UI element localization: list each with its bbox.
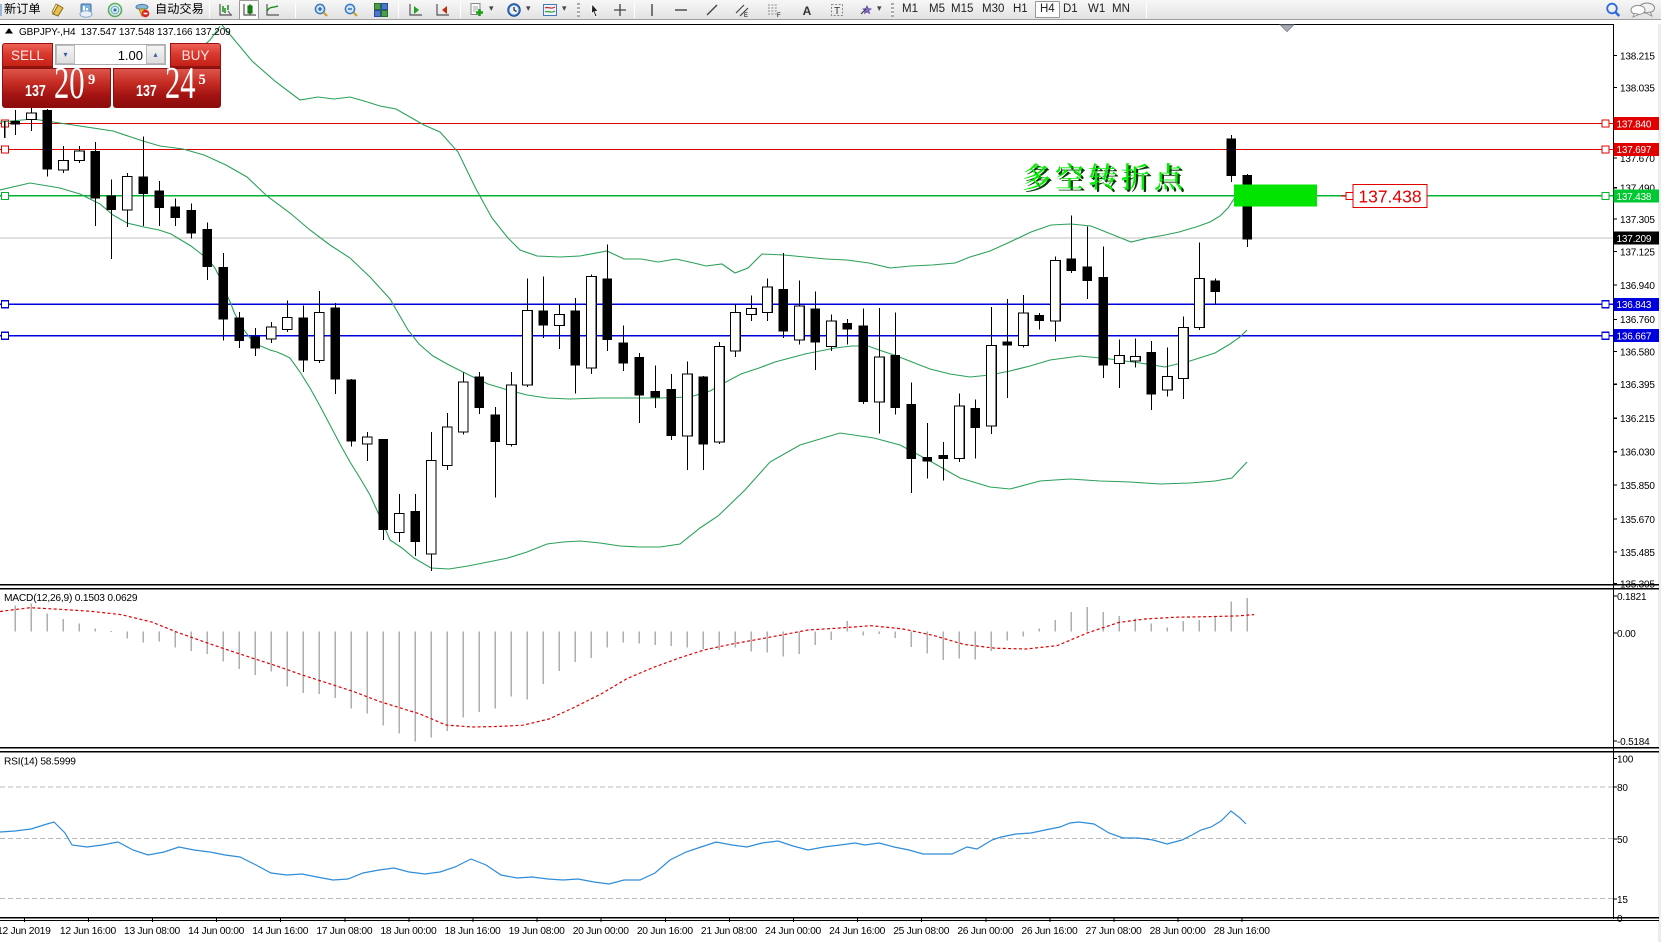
svg-text:136.667: 136.667 bbox=[1617, 332, 1652, 343]
svg-text:13 Jun 08:00: 13 Jun 08:00 bbox=[124, 926, 181, 937]
svg-text:25 Jun 08:00: 25 Jun 08:00 bbox=[893, 926, 950, 937]
svg-text:15: 15 bbox=[1617, 895, 1628, 906]
svg-text:14 Jun 00:00: 14 Jun 00:00 bbox=[188, 926, 245, 937]
svg-text:50: 50 bbox=[1617, 835, 1628, 846]
svg-text:-0.5184: -0.5184 bbox=[1617, 737, 1650, 748]
svg-text:14 Jun 16:00: 14 Jun 16:00 bbox=[252, 926, 309, 937]
svg-text:17 Jun 08:00: 17 Jun 08:00 bbox=[316, 926, 373, 937]
svg-text:137.697: 137.697 bbox=[1617, 145, 1652, 156]
svg-text:0: 0 bbox=[1617, 914, 1623, 925]
svg-text:137.209: 137.209 bbox=[1617, 234, 1652, 245]
svg-text:138.035: 138.035 bbox=[1620, 83, 1655, 94]
svg-text:136.760: 136.760 bbox=[1620, 315, 1655, 326]
svg-text:136.215: 136.215 bbox=[1620, 414, 1655, 425]
svg-text:136.940: 136.940 bbox=[1620, 281, 1655, 292]
svg-text:137.305: 137.305 bbox=[1620, 215, 1655, 226]
svg-text:21 Jun 08:00: 21 Jun 08:00 bbox=[701, 926, 758, 937]
svg-text:RSI(14) 58.5999: RSI(14) 58.5999 bbox=[4, 757, 76, 768]
svg-text:137.670: 137.670 bbox=[1620, 154, 1655, 165]
svg-text:137.490: 137.490 bbox=[1620, 184, 1655, 195]
svg-text:20 Jun 16:00: 20 Jun 16:00 bbox=[637, 926, 694, 937]
svg-text:E: E bbox=[744, 13, 748, 18]
svg-text:12 Jun 16:00: 12 Jun 16:00 bbox=[60, 926, 117, 937]
svg-text:137.840: 137.840 bbox=[1617, 119, 1652, 130]
svg-text:18 Jun 16:00: 18 Jun 16:00 bbox=[445, 926, 502, 937]
svg-text:18 Jun 00:00: 18 Jun 00:00 bbox=[380, 926, 437, 937]
svg-text:24 Jun 00:00: 24 Jun 00:00 bbox=[765, 926, 822, 937]
svg-text:20 Jun 00:00: 20 Jun 00:00 bbox=[573, 926, 630, 937]
svg-text:136.395: 136.395 bbox=[1620, 380, 1655, 391]
svg-text:24 Jun 16:00: 24 Jun 16:00 bbox=[829, 926, 886, 937]
svg-text:0.00: 0.00 bbox=[1617, 629, 1636, 640]
svg-text:26 Jun 00:00: 26 Jun 00:00 bbox=[957, 926, 1014, 937]
svg-text:GBPJPY-,H4 137.547 137.548 13: GBPJPY-,H4 137.547 137.548 137.166 137.2… bbox=[19, 27, 231, 38]
svg-text:F: F bbox=[777, 13, 781, 18]
svg-text:100: 100 bbox=[1617, 754, 1634, 765]
svg-text:135.670: 135.670 bbox=[1620, 515, 1655, 526]
svg-text:137.125: 137.125 bbox=[1620, 247, 1655, 258]
svg-text:136.030: 136.030 bbox=[1620, 448, 1655, 459]
svg-text:137.438: 137.438 bbox=[1358, 187, 1421, 207]
svg-text:MACD(12,26,9) 0.1503 0.0629: MACD(12,26,9) 0.1503 0.0629 bbox=[4, 593, 138, 604]
svg-text:26 Jun 16:00: 26 Jun 16:00 bbox=[1021, 926, 1078, 937]
svg-text:138.215: 138.215 bbox=[1620, 51, 1655, 62]
svg-text:135.485: 135.485 bbox=[1620, 548, 1655, 559]
svg-text:19 Jun 08:00: 19 Jun 08:00 bbox=[509, 926, 566, 937]
svg-text:136.843: 136.843 bbox=[1617, 300, 1652, 311]
svg-text:135.850: 135.850 bbox=[1620, 481, 1655, 492]
svg-text:136.580: 136.580 bbox=[1620, 347, 1655, 358]
svg-text:80: 80 bbox=[1617, 783, 1628, 794]
svg-text:0.1821: 0.1821 bbox=[1617, 592, 1647, 603]
svg-text:28 Jun 00:00: 28 Jun 00:00 bbox=[1150, 926, 1207, 937]
svg-text:27 Jun 08:00: 27 Jun 08:00 bbox=[1086, 926, 1143, 937]
svg-text:12 Jun 2019: 12 Jun 2019 bbox=[0, 926, 51, 937]
svg-text:28 Jun 16:00: 28 Jun 16:00 bbox=[1214, 926, 1271, 937]
svg-text:T: T bbox=[834, 6, 840, 17]
svg-text:135.305: 135.305 bbox=[1620, 579, 1655, 590]
svg-text:137.438: 137.438 bbox=[1617, 192, 1652, 203]
